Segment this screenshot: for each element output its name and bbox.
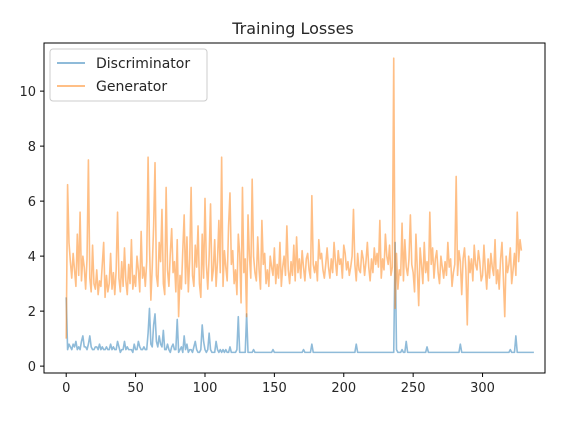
- x-tick-label: 50: [127, 381, 144, 396]
- x-axis: 0 50 100 150 200 250 300: [62, 373, 495, 396]
- legend: Discriminator Generator: [49, 48, 208, 102]
- y-tick-label: 4: [28, 250, 36, 265]
- x-tick-label: 300: [470, 381, 495, 396]
- legend-box: [49, 48, 208, 102]
- y-tick-label: 10: [19, 85, 36, 100]
- legend-label-generator: Generator: [96, 79, 167, 95]
- axes-frame: [43, 42, 546, 374]
- y-tick-label: 2: [28, 305, 36, 320]
- y-axis: 0 2 4 6 8 10: [19, 85, 44, 375]
- y-tick-label: 6: [28, 195, 36, 210]
- chart-title: Training Losses: [231, 19, 354, 38]
- x-tick-label: 200: [331, 381, 356, 396]
- series-line-generator: [65, 57, 523, 339]
- x-tick-label: 150: [262, 381, 287, 396]
- x-tick-label: 0: [62, 381, 70, 396]
- plot-area: [65, 57, 534, 354]
- x-tick-label: 250: [401, 381, 426, 396]
- legend-label-discriminator: Discriminator: [96, 56, 190, 72]
- series-line-discriminator: [65, 241, 534, 354]
- x-tick-label: 100: [193, 381, 218, 396]
- y-tick-label: 8: [28, 140, 36, 155]
- y-tick-label: 0: [28, 360, 36, 375]
